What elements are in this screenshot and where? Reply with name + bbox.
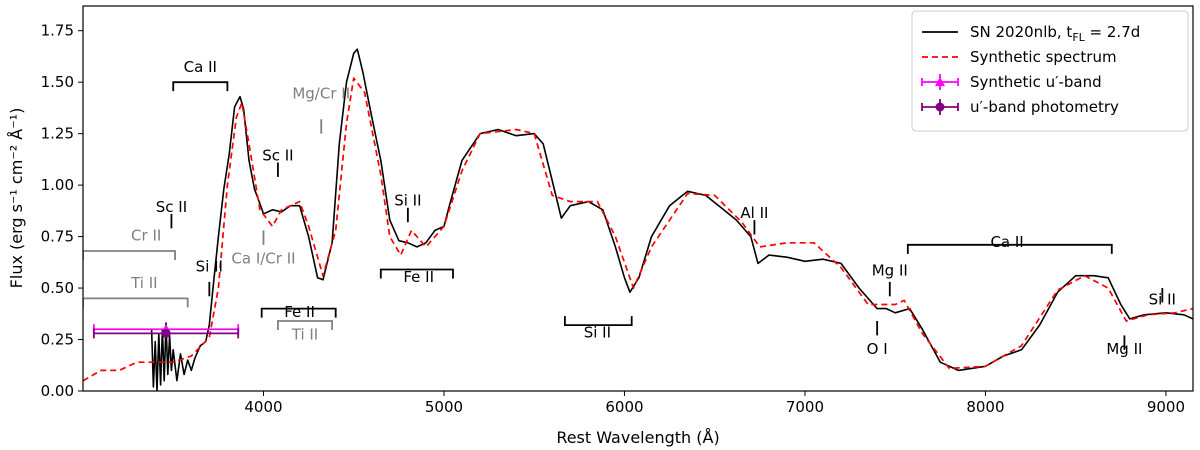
line-range-bracket: [906, 243, 1113, 254]
line-id-label: Ti II: [130, 274, 157, 292]
errorbar-circle-marker: [161, 328, 171, 338]
y-tick-label: 0.50: [41, 279, 74, 297]
line-id-label: Si II: [584, 323, 611, 341]
legend-triangle-marker: [935, 77, 945, 86]
line-id-label: Sc II: [262, 146, 293, 164]
synthetic-spectrum-line: [83, 77, 1193, 382]
y-tick-label: 1.75: [41, 22, 74, 40]
x-tick-label: 7000: [786, 398, 824, 416]
line-id-label: Cr II: [131, 227, 161, 245]
x-tick-label: 5000: [425, 398, 463, 416]
line-id-label: O I: [867, 340, 888, 358]
line-id-label: Ca I/Cr II: [231, 249, 295, 267]
legend-label: u′-band photometry: [970, 98, 1119, 116]
line-id-label: Ti II: [291, 326, 318, 344]
legend-label: SN 2020nlb, tFL = 2.7d: [970, 23, 1140, 44]
x-tick-label: 6000: [605, 398, 643, 416]
line-id-label: Fe II: [284, 303, 315, 321]
y-tick-label: 0.00: [41, 382, 74, 400]
line-id-label: Ca II: [990, 233, 1023, 251]
line-range-bracket: [564, 316, 633, 327]
line-range-bracket: [172, 81, 229, 92]
y-tick-label: 1.25: [41, 125, 74, 143]
x-tick-label: 4000: [244, 398, 282, 416]
y-tick-label: 1.50: [41, 73, 74, 91]
line-id-label: Mg II: [872, 262, 908, 280]
legend-circle-marker: [935, 102, 945, 112]
y-axis-label: Flux (erg s⁻¹ cm⁻² Å⁻¹): [7, 108, 26, 289]
line-range-bracket: [260, 307, 337, 318]
line-range-bracket: [83, 297, 189, 308]
line-id-label: Si II: [394, 192, 421, 210]
line-id-label: Al II: [740, 204, 768, 222]
x-axis-label: Rest Wavelength (Å): [556, 428, 719, 447]
line-id-label: Si II: [1149, 291, 1176, 309]
x-tick-label: 9000: [1147, 398, 1185, 416]
y-tick-label: 1.00: [41, 176, 74, 194]
line-range-bracket: [379, 268, 454, 279]
line-id-label: Mg II: [1106, 340, 1142, 358]
y-tick-label: 0.25: [41, 331, 74, 349]
plot-frame: [82, 5, 1194, 392]
line-id-label: Fe II: [403, 268, 434, 286]
legend-frame: [911, 10, 1189, 132]
legend-label: Synthetic spectrum: [970, 48, 1117, 66]
line-range-bracket: [277, 320, 333, 330]
line-id-label: Ca II: [184, 58, 217, 76]
x-tick-label: 8000: [966, 398, 1004, 416]
line-id-label: Si II: [196, 258, 223, 276]
line-id-label: Mg/Cr II: [292, 85, 350, 103]
legend: SN 2020nlb, tFL = 2.7d Synthetic spectrum…: [911, 10, 1189, 132]
observed-spectrum-line: [150, 48, 1193, 391]
legend-label: Synthetic u′-band: [970, 73, 1102, 91]
line-id-label: Sc II: [156, 198, 187, 216]
y-tick-label: 0.75: [41, 228, 74, 246]
line-range-bracket: [83, 250, 176, 260]
